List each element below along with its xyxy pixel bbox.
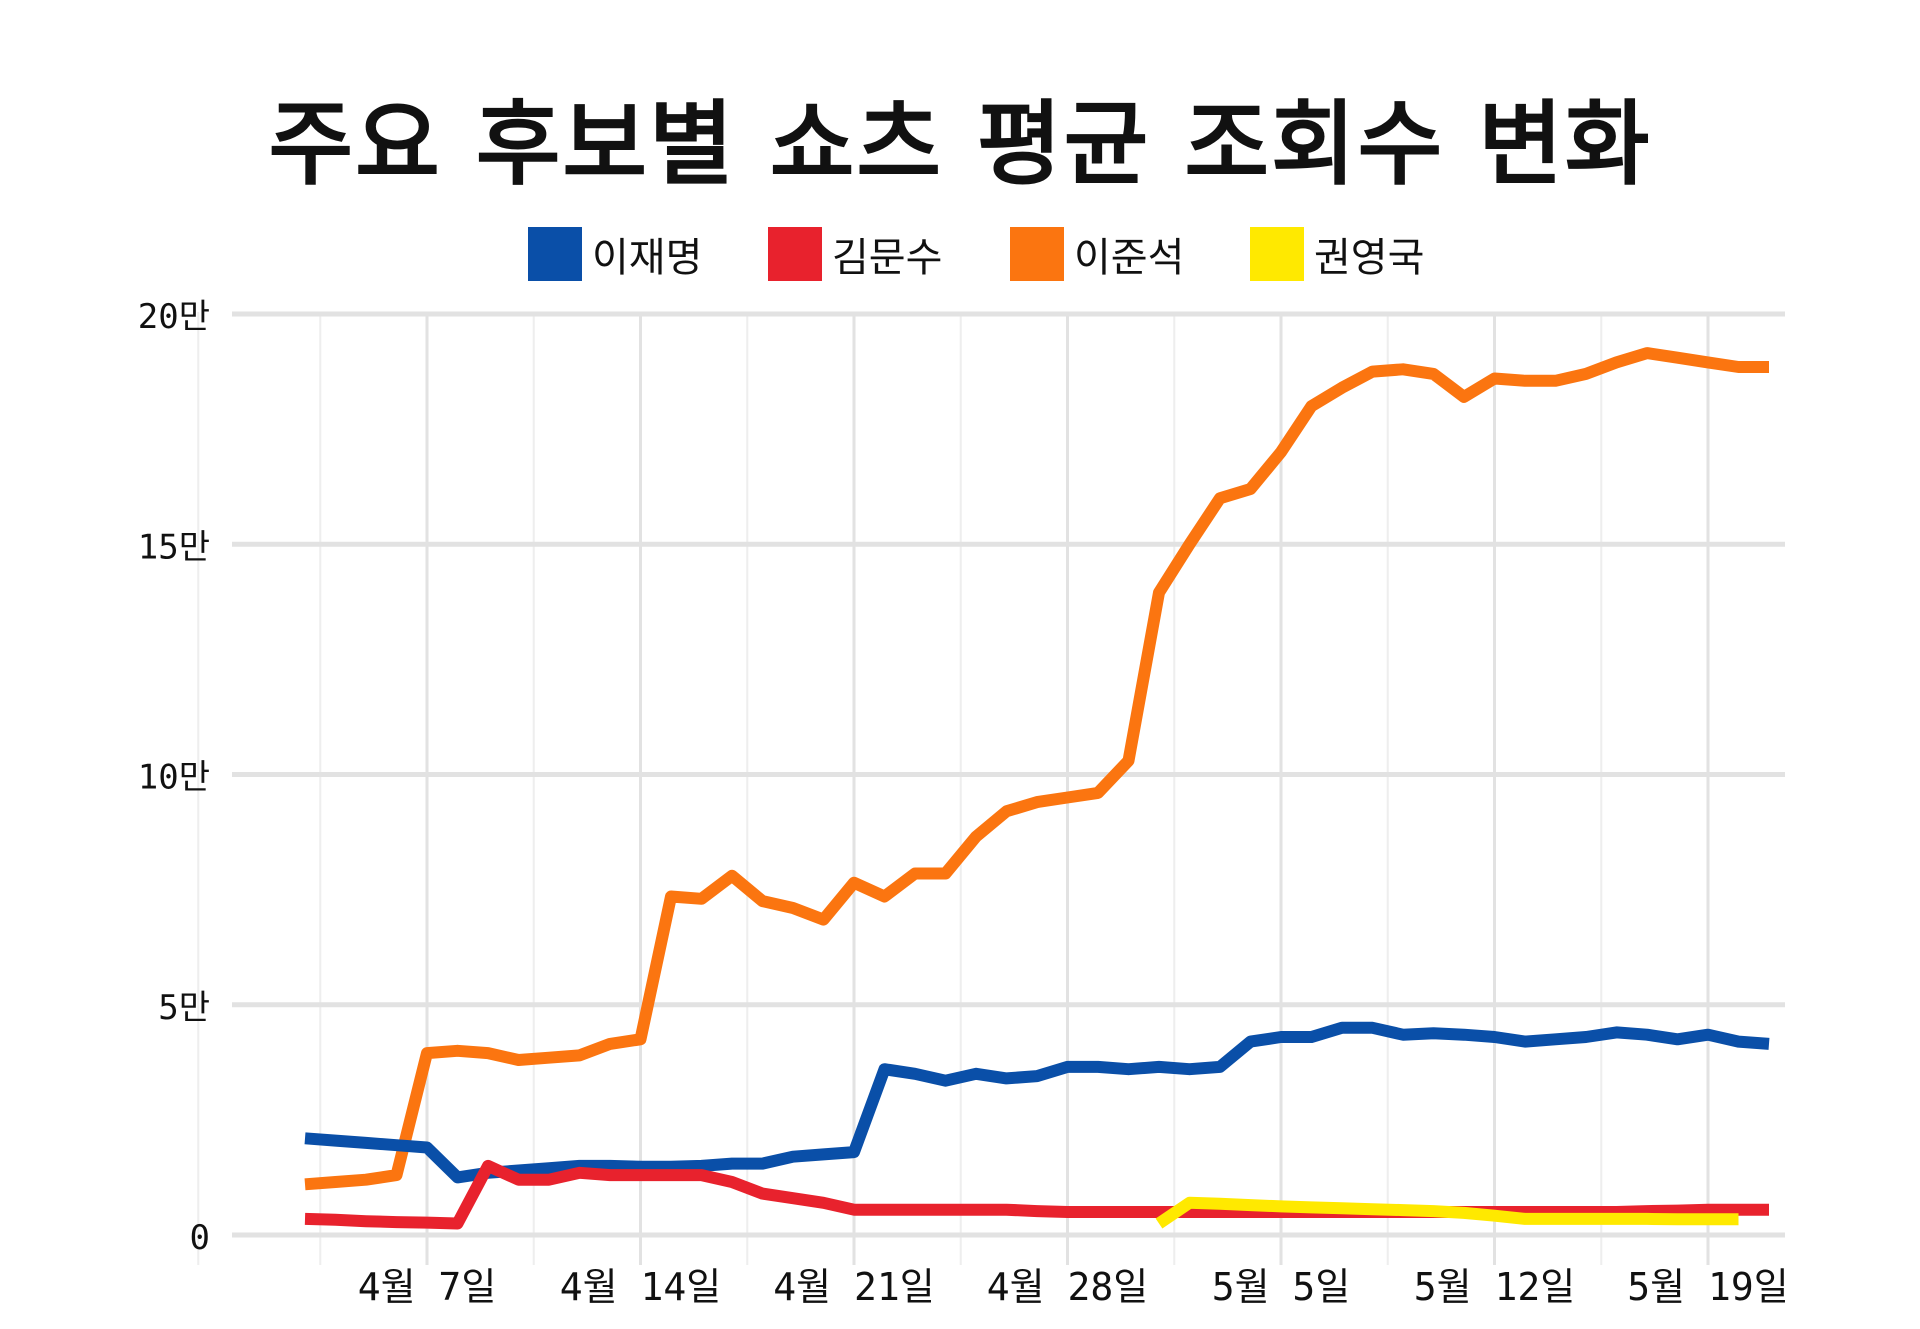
legend-label: 김문수 — [832, 235, 943, 281]
legend-label: 이준석 — [1074, 235, 1185, 281]
series-line-1 — [304, 1021, 1770, 1184]
y-tick-label: 20만 — [138, 297, 210, 337]
x-tick-label: 4월 7일 — [358, 1265, 497, 1309]
legend-item: 이재명 — [528, 225, 702, 283]
y-tick-label: 10만 — [138, 758, 210, 798]
y-axis-tick-labels: 0 5만 10만 15만 20만 — [138, 297, 210, 1258]
legend: 이재명 김문수 이준석 권영국 — [0, 225, 1920, 285]
legend-swatch — [528, 227, 582, 281]
legend-item: 이준석 — [1010, 225, 1184, 283]
x-tick-label: 5월 5일 — [1212, 1265, 1351, 1309]
x-tick-label: 4월 14일 — [560, 1265, 721, 1309]
y-tick-label: 0 — [190, 1218, 210, 1258]
series-lines — [304, 347, 1770, 1230]
legend-item: 권영국 — [1250, 225, 1424, 283]
chart-title: 주요 후보별 쇼츠 평균 조회수 변화 — [268, 91, 1652, 198]
legend-item: 김문수 — [768, 225, 942, 283]
x-tick-label: 4월 28일 — [987, 1265, 1148, 1309]
y-tick-label: 15만 — [138, 527, 210, 567]
x-tick-label: 4월 21일 — [773, 1265, 934, 1309]
series-line-2 — [304, 1159, 1769, 1230]
legend-swatch — [768, 227, 822, 281]
series-line-4 — [1155, 1196, 1739, 1229]
legend-swatch — [1250, 227, 1304, 281]
x-tick-label: 5월 19일 — [1627, 1265, 1788, 1309]
x-tick-label: 5월 12일 — [1414, 1265, 1575, 1309]
series-line-3 — [304, 347, 1769, 1191]
legend-label: 권영국 — [1314, 235, 1425, 281]
legend-swatch — [1010, 227, 1064, 281]
legend-label: 이재명 — [592, 235, 703, 281]
y-tick-label: 5만 — [158, 988, 210, 1028]
grid-lines — [197, 311, 1785, 1265]
x-axis-tick-labels: 4월 7일 4월 14일 4월 21일 4월 28일 5월 5일 5월 12일 5월 19일 — [358, 1265, 1789, 1309]
